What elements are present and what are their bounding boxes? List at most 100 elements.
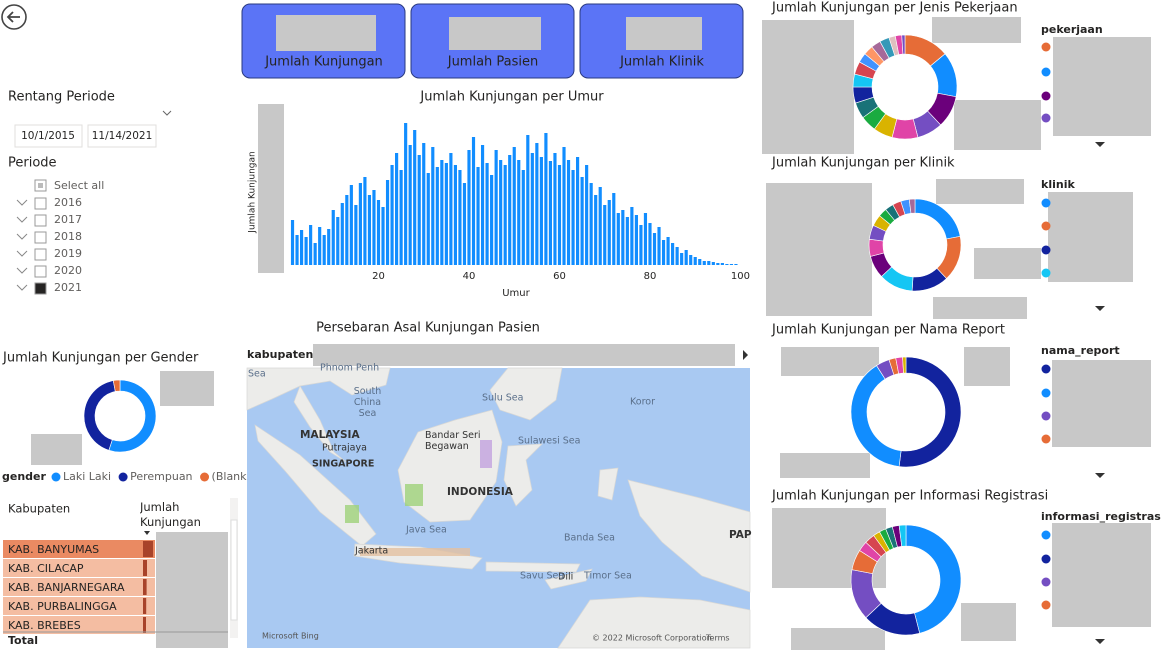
select-all[interactable]: Select all: [54, 179, 104, 192]
donut-segment[interactable]: [905, 524, 962, 634]
donut-segment[interactable]: [898, 356, 962, 468]
donut-segment[interactable]: [902, 356, 907, 374]
legend-marker[interactable]: [1041, 198, 1051, 208]
expand-chevron[interactable]: [16, 284, 28, 291]
row-label[interactable]: KAB. BREBES: [8, 619, 81, 632]
scroll-arrow[interactable]: [743, 350, 748, 360]
expand-chevron[interactable]: [16, 199, 28, 206]
map-label: SINGAPORE: [312, 459, 374, 470]
dropdown-chevron[interactable]: [162, 110, 172, 116]
table-row[interactable]: [3, 578, 155, 596]
donut-segment[interactable]: [850, 365, 902, 467]
redacted: [933, 297, 1027, 319]
bar: [404, 123, 408, 265]
expand-chevron[interactable]: [16, 216, 28, 223]
legend-title: gender: [2, 470, 47, 483]
column-header[interactable]: Jumlah Kunjungan: [140, 500, 201, 529]
date-input[interactable]: [14, 124, 83, 148]
map-terms[interactable]: Terms: [705, 634, 730, 643]
back-button[interactable]: [1, 4, 27, 30]
legend-marker[interactable]: [1041, 113, 1051, 123]
year-option[interactable]: 2021: [54, 281, 82, 294]
date-text[interactable]: 11/14/2021: [92, 130, 153, 142]
bar: [322, 235, 326, 265]
scroll-thumb[interactable]: [230, 519, 238, 621]
kpi-label[interactable]: Jumlah Kunjungan: [264, 55, 383, 70]
table-row[interactable]: [3, 540, 155, 558]
checkbox[interactable]: [34, 282, 47, 295]
column-header[interactable]: Kabupaten: [8, 502, 70, 516]
legend-marker[interactable]: [1041, 434, 1051, 444]
bar: [603, 205, 607, 265]
bar: [630, 207, 634, 265]
donut-segment[interactable]: [83, 380, 116, 451]
bar: [684, 250, 688, 265]
checkbox[interactable]: [34, 231, 47, 244]
row-label[interactable]: KAB. BANYUMAS: [8, 543, 99, 556]
donut-segment[interactable]: [901, 34, 906, 55]
redacted: [156, 532, 228, 648]
row-label[interactable]: KAB. BANJARNEGARA: [8, 581, 125, 594]
donut-segment[interactable]: [908, 198, 916, 214]
map-label: Sulu Sea: [482, 393, 523, 404]
donut-segment[interactable]: [914, 198, 961, 240]
sort-icon[interactable]: [144, 531, 150, 535]
checkbox[interactable]: [34, 197, 47, 210]
year-option[interactable]: 2017: [54, 213, 82, 226]
legend-marker[interactable]: [1041, 411, 1051, 421]
legend-marker[interactable]: [1041, 268, 1051, 278]
row-label[interactable]: KAB. CILACAP: [8, 562, 84, 575]
legend-marker[interactable]: [51, 472, 61, 482]
legend-marker[interactable]: [1041, 91, 1051, 101]
expand-chevron[interactable]: [16, 250, 28, 257]
total-label: Total: [8, 634, 38, 647]
legend-marker[interactable]: [1041, 221, 1051, 231]
map-attribution: © 2022 Microsoft Corporation: [592, 634, 712, 643]
back-arrow[interactable]: [6, 11, 20, 23]
legend-marker[interactable]: [118, 472, 128, 482]
legend-marker[interactable]: [1041, 67, 1051, 77]
year-option[interactable]: 2018: [54, 230, 82, 243]
bar: [449, 153, 453, 265]
legend-label[interactable]: Perempuan: [130, 470, 192, 483]
kpi-label[interactable]: Jumlah Klinik: [619, 55, 704, 70]
bar: [657, 227, 661, 265]
checkbox[interactable]: [34, 265, 47, 278]
legend-label[interactable]: Laki Laki: [63, 470, 111, 483]
kpi-label[interactable]: Jumlah Pasien: [447, 55, 539, 70]
bar: [652, 233, 657, 265]
legend-marker[interactable]: [1041, 600, 1051, 610]
table-row[interactable]: [3, 559, 155, 577]
bar: [471, 137, 476, 265]
table-row[interactable]: [3, 597, 155, 615]
checkbox[interactable]: [34, 214, 47, 227]
donut-segment[interactable]: [898, 524, 907, 547]
data-bar: [143, 579, 147, 595]
expand-chevron[interactable]: [16, 233, 28, 240]
legend-marker[interactable]: [1041, 554, 1051, 564]
legend-marker[interactable]: [1041, 42, 1051, 52]
back-circle[interactable]: [1, 4, 27, 30]
legend-marker[interactable]: [1041, 530, 1051, 540]
year-option[interactable]: 2020: [54, 264, 82, 277]
legend-label[interactable]: (Blank): [212, 470, 251, 483]
donut-segment[interactable]: [112, 379, 121, 392]
expand-chevron[interactable]: [16, 267, 28, 274]
legend-marker[interactable]: [1041, 577, 1051, 587]
map-label-wrap: South China Sea: [354, 386, 382, 419]
date-text[interactable]: 10/1/2015: [21, 130, 75, 142]
redacted: [313, 344, 735, 366]
bar: [453, 165, 457, 265]
checkbox[interactable]: [34, 248, 47, 261]
row-label[interactable]: KAB. PURBALINGGA: [8, 600, 117, 613]
legend-marker[interactable]: [1041, 364, 1051, 374]
date-input[interactable]: [87, 124, 157, 148]
year-option[interactable]: 2019: [54, 247, 82, 260]
chart-title: Persebaran Asal Kunjungan Pasien: [316, 321, 540, 336]
legend-marker[interactable]: [1041, 245, 1051, 255]
year-option[interactable]: 2016: [54, 196, 82, 209]
bar: [422, 143, 426, 265]
legend-marker[interactable]: [200, 472, 210, 482]
legend-marker[interactable]: [1041, 388, 1051, 398]
table-row[interactable]: [3, 616, 155, 634]
